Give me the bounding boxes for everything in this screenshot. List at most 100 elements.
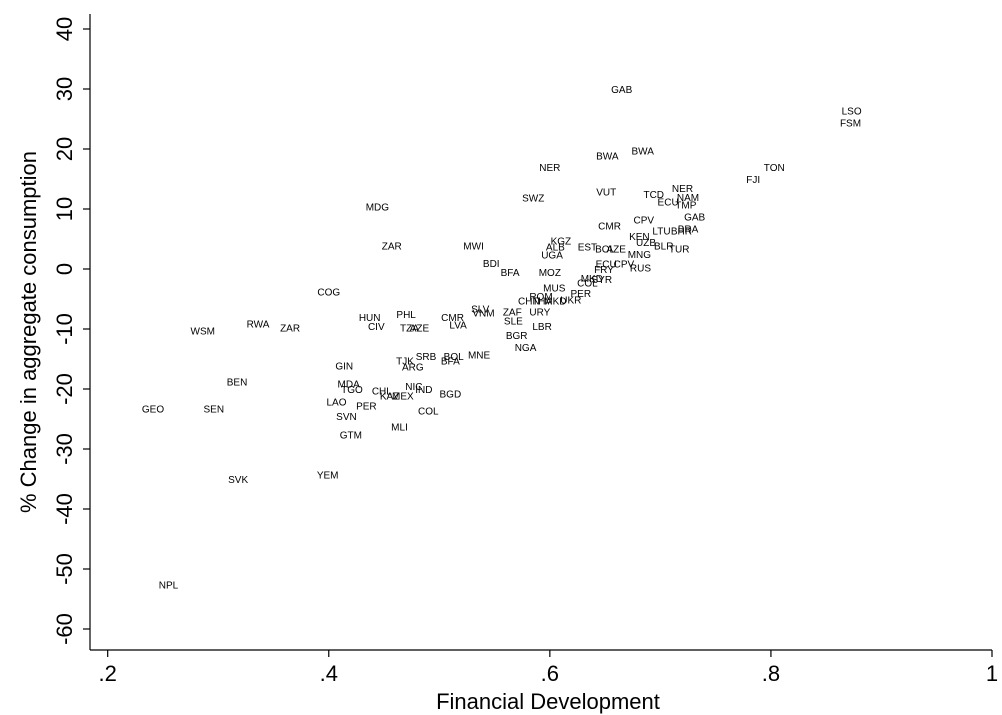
point-label: COL [577, 279, 598, 290]
point-label: SWZ [522, 193, 544, 204]
point-label: CIV [368, 322, 385, 333]
point-label: CHL [372, 387, 392, 398]
point-label: BWA [596, 151, 619, 162]
point-label: SEN [204, 405, 225, 416]
point-label: MLI [391, 423, 408, 434]
point-label: UKR [560, 295, 581, 306]
y-axis-title: % Change in aggregate consumption [16, 151, 41, 513]
point-label: NPL [159, 580, 179, 591]
point-label: MOZ [539, 268, 561, 279]
point-label: CMR [598, 222, 621, 233]
point-label: LVA [449, 321, 467, 332]
point-label: ECU [596, 259, 617, 270]
y-tick-label: 10 [52, 197, 77, 221]
point-label: TUR [669, 244, 690, 255]
point-label: CPV [634, 216, 655, 227]
point-label: SVK [228, 475, 248, 486]
point-label: CHN [518, 297, 540, 308]
y-tick-label: -40 [52, 493, 77, 525]
point-label: BRA [678, 225, 699, 236]
point-label: TMP [675, 201, 696, 212]
point-label: MKD [581, 274, 603, 285]
point-label: MDA [338, 379, 361, 390]
point-label: LTU [652, 226, 670, 237]
y-tick-label: -10 [52, 313, 77, 345]
point-label: URY [529, 307, 550, 318]
x-tick-label: .4 [320, 661, 338, 686]
point-label: LSO [842, 106, 862, 117]
point-label: MNG [628, 250, 652, 261]
point-label: UGA [541, 250, 563, 261]
x-tick-label: .8 [762, 661, 780, 686]
point-label: KEN [629, 232, 650, 243]
point-label: NGA [515, 343, 537, 354]
point-label: GEO [142, 405, 164, 416]
point-label: ZAF [503, 307, 522, 318]
point-label: SLV [471, 304, 489, 315]
point-label: MDG [366, 202, 390, 213]
point-label: PER [571, 289, 592, 300]
y-tick-label: 30 [52, 77, 77, 101]
point-label: BFA [441, 357, 460, 368]
point-label: CPV [614, 259, 635, 270]
point-label: BLR [654, 241, 673, 252]
point-label: ZAR [280, 324, 300, 335]
point-label: MKD [544, 297, 566, 308]
point-label: TON [764, 163, 785, 174]
point-label: GTM [340, 430, 362, 441]
point-label: FRY [594, 265, 614, 276]
point-label: MWI [463, 241, 484, 252]
point-label: NER [672, 184, 693, 195]
point-label: AZE [606, 244, 626, 255]
point-label: ARG [402, 363, 424, 374]
point-label: SVN [336, 412, 357, 423]
x-tick-label: .6 [541, 661, 559, 686]
point-label: ALB [546, 243, 565, 254]
point-label: EST [578, 243, 597, 254]
point-label: BWA [631, 147, 654, 158]
point-label: NIC [405, 382, 422, 393]
point-label: SYR [592, 275, 613, 286]
point-label: FJI [746, 175, 760, 186]
point-label: ROM [529, 292, 552, 303]
y-tick-label: -50 [52, 553, 77, 585]
point-label: TZA [400, 324, 419, 335]
point-label: BGR [506, 331, 528, 342]
point-label: GAB [684, 213, 705, 224]
point-label: HUN [359, 313, 381, 324]
point-label: RWA [247, 319, 270, 330]
point-label: MEX [392, 391, 414, 402]
point-label: BEN [227, 378, 248, 389]
point-label: WSM [191, 327, 215, 338]
point-label: GAB [611, 85, 632, 96]
point-label: BOL [444, 352, 464, 363]
point-label: MUS [543, 283, 566, 294]
point-label: NAM [677, 193, 699, 204]
point-label: LBR [532, 322, 551, 333]
point-label: IND [415, 385, 432, 396]
point-label: TCD [643, 190, 664, 201]
point-label: SRB [416, 352, 437, 363]
point-label: ECU [658, 198, 679, 209]
x-tick-label: 1 [986, 661, 998, 686]
point-label: LAO [326, 397, 346, 408]
y-tick-label: 0 [52, 263, 77, 275]
point-label: VNM [472, 309, 494, 320]
point-label: GIN [335, 361, 353, 372]
point-label: THA [532, 297, 552, 308]
point-label: CMR [441, 313, 464, 324]
x-axis-title: Financial Development [436, 689, 660, 714]
point-label: PHL [396, 310, 416, 321]
point-label: UZB [636, 238, 656, 249]
point-label: TJK [396, 357, 414, 368]
point-label: AZE [410, 324, 430, 335]
y-tick-label: 40 [52, 17, 77, 41]
y-tick-label: -20 [52, 373, 77, 405]
point-label: ZAR [382, 241, 402, 252]
point-label: BGD [440, 390, 462, 401]
point-label: SLE [504, 316, 523, 327]
point-label: COG [317, 288, 340, 299]
point-label: PER [356, 402, 377, 413]
